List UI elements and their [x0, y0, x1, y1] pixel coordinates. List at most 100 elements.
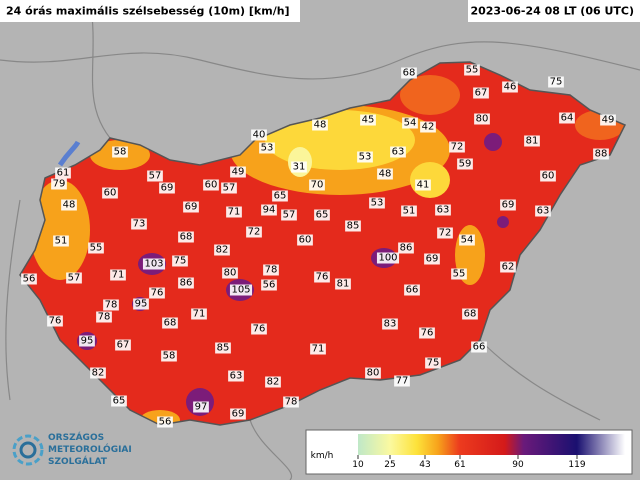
- station-value: 63: [392, 147, 405, 158]
- station-value: 51: [403, 206, 416, 217]
- station-box: [404, 284, 420, 296]
- station-value: 57: [68, 273, 81, 284]
- station-value: 69: [161, 183, 174, 194]
- station-value: 80: [224, 268, 237, 279]
- station-value: 75: [550, 77, 563, 88]
- station-value: 40: [253, 130, 266, 141]
- station-value: 71: [193, 309, 206, 320]
- station-box: [600, 114, 616, 126]
- station-box: [222, 267, 238, 279]
- station-value: 69: [232, 409, 245, 420]
- legend-tick-label: 43: [419, 460, 430, 470]
- station-value: 85: [347, 221, 360, 232]
- station-value: 64: [561, 113, 574, 124]
- station-value: 60: [542, 171, 555, 182]
- station-box: [401, 205, 417, 217]
- station-value: 58: [114, 147, 127, 158]
- station-box: [310, 343, 326, 355]
- station-value: 69: [185, 202, 198, 213]
- station-box: [593, 148, 609, 160]
- station-box: [147, 170, 163, 182]
- station-value: 48: [63, 200, 76, 211]
- station-box: [449, 141, 465, 153]
- station-value: 103: [144, 259, 163, 270]
- logo-line: METEOROLÓGIAI: [48, 443, 132, 455]
- station-value: 63: [230, 371, 243, 382]
- station-value: 72: [439, 228, 452, 239]
- station-value: 73: [133, 219, 146, 230]
- station-value: 81: [526, 136, 539, 147]
- station-box: [437, 227, 453, 239]
- station-box: [203, 179, 219, 191]
- station-value: 81: [337, 279, 350, 290]
- station-value: 76: [316, 272, 329, 283]
- legend-ticks: 10 25 43 61 90 119: [352, 455, 586, 470]
- station-value: 58: [163, 351, 176, 362]
- station-box: [178, 231, 194, 243]
- station-box: [420, 121, 436, 133]
- station-box: [178, 277, 194, 289]
- station-value: 60: [104, 188, 117, 199]
- station-box: [96, 311, 112, 323]
- station-value: 51: [55, 236, 68, 247]
- station-box: [263, 264, 279, 276]
- station-box: [462, 308, 478, 320]
- station-box: [228, 370, 244, 382]
- station-value: 76: [421, 328, 434, 339]
- station-value: 65: [274, 191, 287, 202]
- station-value: 59: [459, 159, 472, 170]
- station-value: 56: [159, 417, 172, 428]
- station-box: [535, 205, 551, 217]
- station-value: 71: [312, 344, 325, 355]
- station-value: 78: [285, 397, 298, 408]
- legend-tick-label: 25: [384, 460, 395, 470]
- station-value: 65: [316, 210, 329, 221]
- station-box: [369, 197, 385, 209]
- station-box: [474, 113, 490, 125]
- station-value: 69: [502, 200, 515, 211]
- station-value: 55: [90, 243, 103, 254]
- station-value: 78: [98, 312, 111, 323]
- station-value: 95: [81, 336, 94, 347]
- station-box: [112, 146, 128, 158]
- station-box: [21, 273, 37, 285]
- station-box: [172, 255, 188, 267]
- station-box: [226, 206, 242, 218]
- station-value: 53: [261, 143, 274, 154]
- station-box: [345, 220, 361, 232]
- logo-line: SZOLGÁLAT: [48, 455, 108, 467]
- station-value: 54: [404, 118, 417, 129]
- station-box: [90, 367, 106, 379]
- station-box: [297, 234, 313, 246]
- station-box: [272, 190, 288, 202]
- station-box: [335, 278, 351, 290]
- station-value: 57: [223, 183, 236, 194]
- station-value: 55: [466, 65, 479, 76]
- station-box: [191, 308, 207, 320]
- station-box: [365, 367, 381, 379]
- legend-tick-label: 61: [454, 460, 465, 470]
- station-value: 68: [180, 232, 193, 243]
- station-value: 67: [117, 340, 130, 351]
- station-value: 72: [248, 227, 261, 238]
- station-value: 94: [263, 205, 276, 216]
- station-value: 48: [314, 120, 327, 131]
- date: 2023-06-24 08 LT (06 UTC): [470, 5, 634, 18]
- station-value: 53: [371, 198, 384, 209]
- station-value: 72: [451, 142, 464, 153]
- station-value: 105: [231, 285, 250, 296]
- station-value: 42: [422, 122, 435, 133]
- station-value: 65: [113, 396, 126, 407]
- station-value: 57: [283, 210, 296, 221]
- station-box: [251, 323, 267, 335]
- station-box: [502, 81, 518, 93]
- station-value: 63: [437, 205, 450, 216]
- station-box: [435, 204, 451, 216]
- station-box: [390, 146, 406, 158]
- station-box: [500, 261, 516, 273]
- station-box: [473, 87, 489, 99]
- station-box: [251, 129, 267, 141]
- station-box: [314, 271, 330, 283]
- station-value: 80: [367, 368, 380, 379]
